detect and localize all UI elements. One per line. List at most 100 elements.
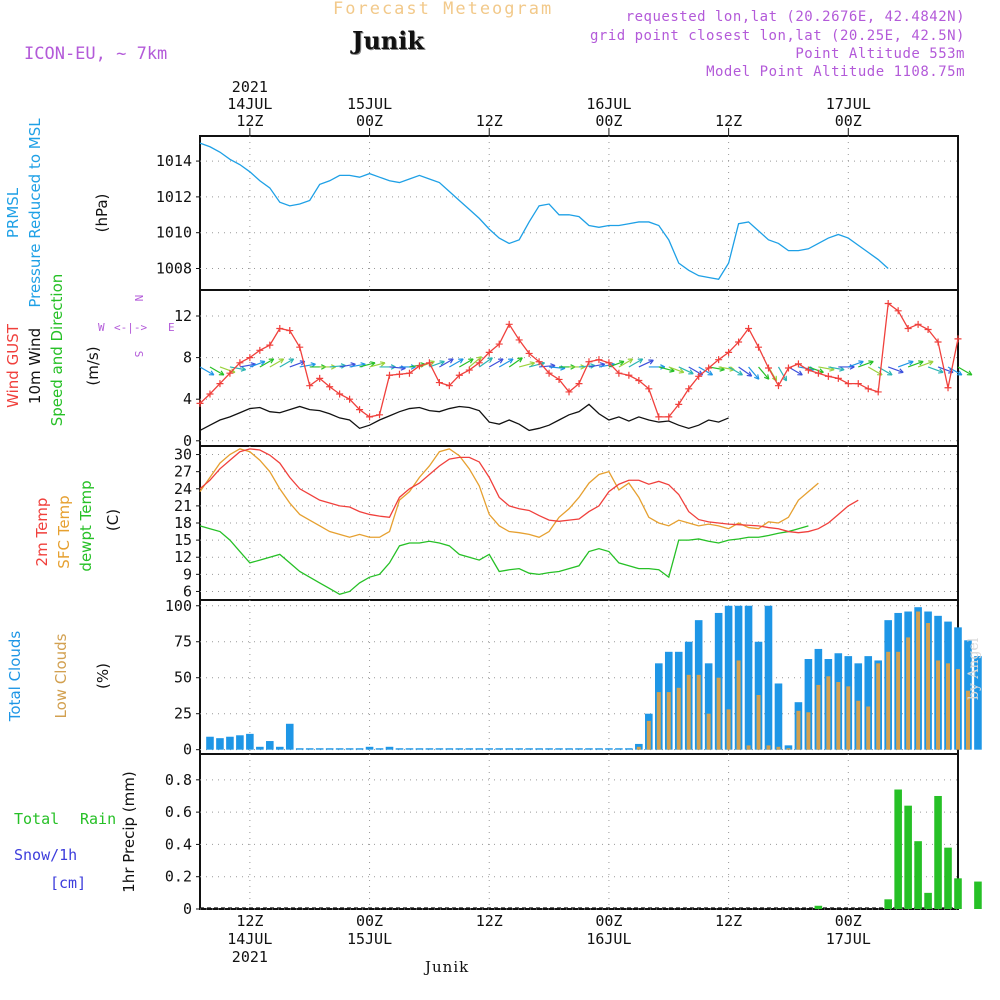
y-tick-label: 12 xyxy=(174,548,192,566)
precip-unit-line: 1hr Precip (mm) xyxy=(120,771,138,892)
total-clouds-bar xyxy=(974,656,982,750)
wind-direction-arrow xyxy=(808,366,824,373)
wind-direction-arrow xyxy=(249,360,266,368)
wind-direction-arrow xyxy=(887,366,904,373)
wind-direction-arrowhead xyxy=(240,366,247,372)
compass-east: E xyxy=(168,321,175,334)
wind-gust-line-marker xyxy=(655,413,663,421)
total-clouds-bar xyxy=(385,746,394,750)
clouds-unit-line: (%) xyxy=(94,663,112,689)
wind-gust-line-marker xyxy=(814,369,822,377)
wind-direction-arrow xyxy=(459,358,474,368)
wind-direction-arrow xyxy=(937,366,954,373)
wind-gust-line-marker xyxy=(924,326,932,334)
low-clouds-label: Low Clouds xyxy=(52,633,70,718)
top-time-label: 15JUL xyxy=(347,95,392,113)
wind-gust-line-marker xyxy=(286,327,294,335)
wind-direction-arrowhead xyxy=(763,374,770,380)
total-clouds-bar xyxy=(305,748,314,750)
wind-gust-line-marker xyxy=(535,358,543,366)
wind-direction-arrowhead xyxy=(868,360,874,366)
wind-gust-line-marker xyxy=(256,346,264,354)
y-tick-label: 25 xyxy=(174,705,192,723)
temp-2m-label-line: 2m Temp xyxy=(33,498,51,567)
wind-gust-line-marker xyxy=(934,338,942,346)
wind-speed-line xyxy=(199,403,729,432)
total-clouds-bar xyxy=(425,748,434,750)
y-tick-label: 18 xyxy=(174,514,192,532)
wind-gust-line-marker xyxy=(954,335,962,343)
low-clouds-bar xyxy=(836,682,841,750)
wind-gust-line-marker xyxy=(336,390,344,398)
low-clouds-bar xyxy=(766,745,771,750)
total-clouds-bar xyxy=(405,748,414,750)
wind-direction-arrow xyxy=(897,360,914,368)
total-clouds-bar xyxy=(335,748,344,750)
top-time-label: 12Z xyxy=(236,112,263,130)
wind-direction-arrowhead xyxy=(887,370,893,376)
total-clouds-label-line: Total Clouds xyxy=(6,631,24,723)
total-clouds-bar xyxy=(864,656,873,750)
wind-direction-arrow xyxy=(229,366,246,371)
wind-direction-arrow xyxy=(219,366,236,373)
wind-gust-line-marker xyxy=(844,380,852,388)
wind-speed-label-line: 10m Wind xyxy=(26,328,44,404)
wind-gust-line-marker xyxy=(944,384,952,392)
wind-direction-arrowhead xyxy=(439,360,445,366)
y-tick-label: 0.2 xyxy=(165,868,192,886)
wind-gust-line-marker xyxy=(894,307,902,315)
wind-direction-arrow xyxy=(828,366,845,371)
total-clouds-bar xyxy=(784,745,793,750)
low-clouds-bar xyxy=(696,674,701,750)
precip-unit: 1hr Precip (mm) xyxy=(120,771,138,892)
snow-label: Snow/1h xyxy=(14,846,77,864)
bottom-time-label: 12Z xyxy=(476,912,503,930)
wind-gust-line-marker xyxy=(745,324,753,332)
wind-gust-line-marker xyxy=(555,375,563,383)
rain-bar xyxy=(914,841,922,909)
low-clouds-label-line: Low Clouds xyxy=(52,633,70,718)
wind-gust-line xyxy=(199,302,959,418)
compass-south: S xyxy=(132,351,145,358)
wind-direction-arrow xyxy=(239,363,256,368)
compass-north: N xyxy=(132,295,145,302)
total-clouds-bar xyxy=(704,663,713,750)
wind-dir-label-line: Speed and Direction xyxy=(48,274,66,427)
total-clouds-bar xyxy=(285,723,294,750)
bottom-time-label: 2021 xyxy=(232,948,268,966)
wind-gust-line-marker xyxy=(356,406,364,414)
top-time-label: 12Z xyxy=(715,112,742,130)
wind-direction-arrowhead xyxy=(517,357,523,363)
y-tick-label: 50 xyxy=(174,669,192,687)
pressure-label: PRMSL Pressure Reduced to MSL xyxy=(4,118,44,308)
total-clouds-bar xyxy=(266,741,274,750)
wind-gust-line-marker xyxy=(914,320,922,328)
top-time-label: 16JUL xyxy=(586,95,631,113)
panel-precip: 0 0.2 0.4 0.6 0.8 xyxy=(165,753,959,918)
total-clouds-bar xyxy=(595,748,603,750)
y-tick-label: 12 xyxy=(174,307,192,325)
low-clouds-bar xyxy=(686,674,691,750)
wind-direction-arrowhead xyxy=(259,360,266,366)
wind-direction-arrowhead xyxy=(476,356,483,362)
total-clouds-bar xyxy=(525,748,533,750)
total-clouds-bar xyxy=(365,746,374,750)
top-time-label: 00Z xyxy=(356,112,383,130)
wind-direction-arrowhead xyxy=(529,361,536,367)
wind-direction-arrowhead xyxy=(707,370,714,376)
top-time-label: 00Z xyxy=(835,112,862,130)
bottom-time-label: 12Z xyxy=(715,912,742,930)
y-tick-label: 1014 xyxy=(156,152,192,170)
total-clouds-bar xyxy=(415,748,424,750)
wind-direction-arrow xyxy=(777,366,787,382)
low-clouds-bar xyxy=(776,746,781,750)
wind-direction-arrowhead xyxy=(468,358,474,364)
pressure-unit: (hPa) xyxy=(93,194,111,233)
y-tick-label: 27 xyxy=(174,463,192,481)
wind-direction-arrowhead xyxy=(370,361,376,367)
rain-bar xyxy=(904,805,912,909)
low-clouds-bar xyxy=(646,720,651,750)
wind-direction-arrow xyxy=(658,366,675,372)
dewpoint-label: dewpt Temp xyxy=(77,480,95,571)
